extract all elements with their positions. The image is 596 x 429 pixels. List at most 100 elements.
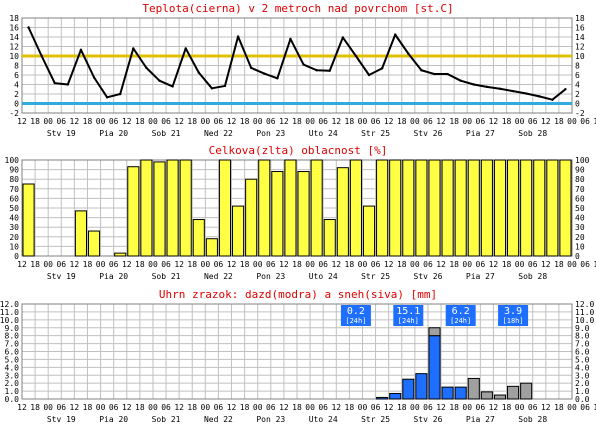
snow-bar (520, 382, 533, 400)
y-tick-label-left: -2 (9, 109, 19, 118)
x-tick-label: 00 (410, 117, 420, 126)
x-tick-label: 12 (489, 117, 499, 126)
x-tick-label: 06 (318, 117, 328, 126)
rain-bar (428, 335, 441, 400)
cloud-bar (533, 159, 546, 257)
x-tick-label: 00 (43, 117, 53, 126)
cloud-bar (428, 159, 441, 257)
x-tick-label: 00 (96, 260, 106, 269)
x-tick-label: 06 (423, 403, 433, 412)
y-tick-label-left: 4 (14, 81, 19, 90)
plot-frame (21, 17, 573, 114)
snow-bar (428, 327, 441, 337)
day-label: Str 25 (361, 415, 390, 424)
y-tick-label-right: 3.0 (575, 371, 590, 380)
temperature-point (524, 92, 528, 95)
cloud-bar (114, 252, 127, 257)
temperature-point (145, 66, 148, 70)
day-label: Pon 23 (256, 415, 285, 424)
rain-bar (376, 396, 389, 400)
x-tick-label: 06 (266, 403, 276, 412)
y-tick-label-left: 90 (9, 166, 19, 175)
x-tick-label: 18 (397, 260, 407, 269)
x-tick-label: 06 (214, 117, 224, 126)
x-tick-label: 18 (187, 260, 197, 269)
x-tick-label: 12 (122, 260, 132, 269)
x-tick-label: 06 (371, 260, 381, 269)
y-tick-label-right: 40 (575, 214, 585, 223)
x-tick-label: 00 (253, 117, 263, 126)
x-tick-label: 06 (214, 260, 224, 269)
x-tick-label: 18 (345, 117, 355, 126)
x-tick-label: 12 (593, 260, 596, 269)
badge-period: [24h] (398, 317, 419, 325)
x-tick-label: 12 (436, 260, 446, 269)
temperature-point (79, 48, 83, 52)
temperature-point (394, 33, 397, 36)
temperature-point (197, 71, 200, 74)
y-tick-label-right: 30 (575, 223, 585, 232)
day-label: Pia 27 (466, 129, 495, 138)
x-tick-label: 00 (567, 117, 577, 126)
y-tick-label-left: 2.0 (5, 379, 20, 388)
temperature-point (315, 69, 318, 72)
temperature-point (40, 54, 43, 58)
x-tick-label: 00 (253, 403, 263, 412)
y-tick-label-right: 12.0 (575, 300, 594, 309)
cloud-bar (74, 210, 87, 257)
plot-frame (21, 303, 573, 400)
x-tick-label: 06 (528, 260, 538, 269)
precip-total-badge: 6.2[24h] (445, 305, 476, 326)
x-tick-label: 12 (70, 403, 80, 412)
cloud-bar (520, 159, 533, 257)
y-tick-label-left: 6 (14, 71, 19, 80)
y-tick-label-right: 100 (575, 156, 590, 165)
temperature-point (236, 35, 240, 38)
plot-frame (21, 159, 573, 257)
x-tick-label: 12 (174, 117, 184, 126)
rain-bar (389, 392, 402, 400)
x-tick-label: 12 (331, 260, 341, 269)
x-tick-label: 18 (240, 260, 250, 269)
x-tick-label: 12 (331, 117, 341, 126)
y-tick-label-left: 50 (9, 204, 19, 213)
x-tick-label: 12 (70, 117, 80, 126)
x-tick-label: 18 (83, 260, 93, 269)
y-tick-label-left: 8.0 (5, 332, 20, 341)
cloud-bar (546, 159, 559, 257)
y-tick-label-right: 50 (575, 204, 585, 213)
x-tick-label: 00 (515, 117, 525, 126)
temperature-point (420, 69, 423, 72)
x-tick-label: 00 (96, 117, 106, 126)
x-tick-label: 18 (83, 117, 93, 126)
x-tick-label: 18 (449, 403, 459, 412)
x-tick-label: 00 (358, 403, 368, 412)
y-tick-label-right: 2.0 (575, 379, 590, 388)
y-tick-label-right: 8.0 (575, 332, 590, 341)
x-tick-label: 18 (240, 403, 250, 412)
y-tick-label-right: 0 (575, 252, 580, 261)
x-tick-label: 06 (318, 260, 328, 269)
x-tick-label: 18 (187, 117, 197, 126)
x-tick-label: 00 (148, 403, 158, 412)
x-tick-label: 00 (462, 117, 472, 126)
x-tick-label: 06 (423, 117, 433, 126)
cloud-bar (153, 161, 166, 257)
y-tick-label-left: 3.0 (5, 371, 20, 380)
x-tick-label: 12 (541, 403, 551, 412)
x-tick-label: 06 (56, 403, 66, 412)
cloud-bar (415, 159, 428, 257)
cloud-bar (258, 159, 271, 257)
temperature-point (407, 52, 410, 55)
day-label: Stv 26 (413, 415, 442, 424)
badge-period: [24h] (345, 317, 366, 325)
badge-value: 6.2 (452, 306, 470, 317)
x-tick-label: 12 (541, 260, 551, 269)
y-tick-label-right: 90 (575, 166, 585, 175)
x-tick-label: 12 (279, 403, 289, 412)
x-tick-label: 18 (135, 260, 145, 269)
x-tick-label: 12 (122, 117, 132, 126)
x-tick-label: 00 (410, 260, 420, 269)
x-tick-label: 12 (227, 117, 237, 126)
